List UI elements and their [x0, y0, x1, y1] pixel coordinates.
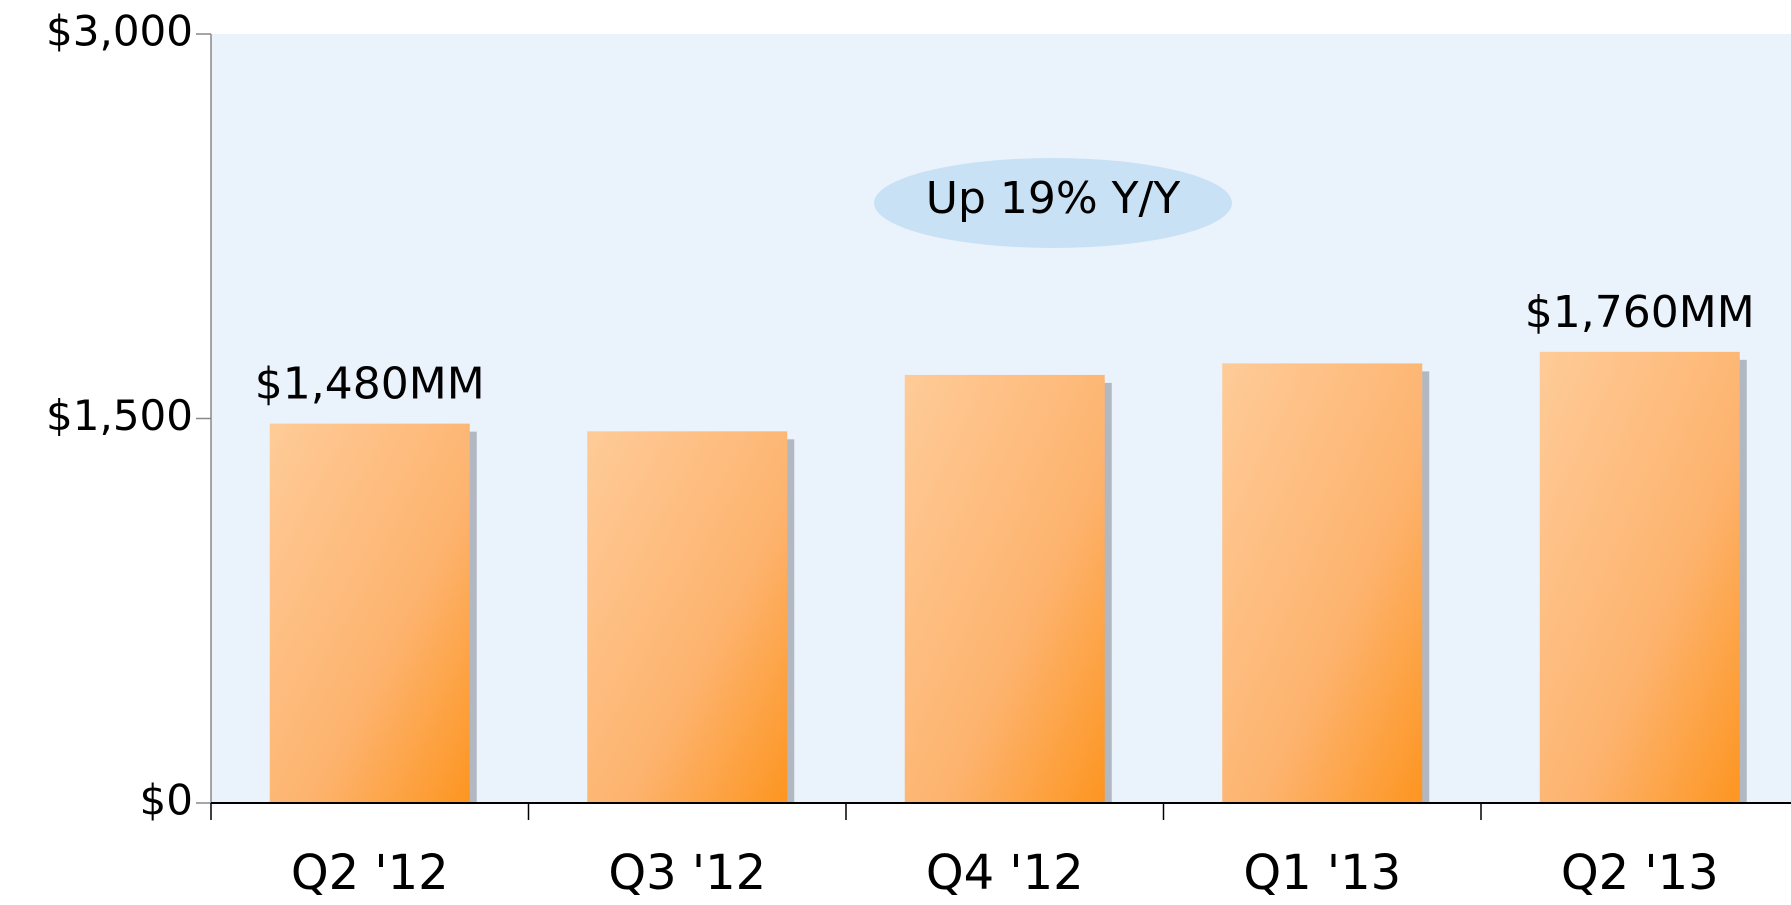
bar [269, 423, 470, 803]
x-tick-label: Q4 '12 [926, 845, 1084, 901]
data-label: $1,760MM [1525, 287, 1755, 338]
bar [587, 431, 788, 803]
bar [904, 374, 1105, 803]
bar [1539, 351, 1740, 803]
x-tick-label: Q2 '13 [1561, 845, 1719, 901]
y-tick-label: $3,000 [46, 7, 193, 56]
annotation-bubble [874, 158, 1232, 248]
bar [1222, 363, 1423, 803]
annotation: Up 19% Y/Y [926, 173, 1181, 224]
x-tick-label: Q3 '12 [608, 845, 766, 901]
y-tick-label: $1,500 [46, 391, 193, 440]
y-tick-label: $0 [140, 776, 193, 825]
x-tick-label: Q2 '12 [291, 845, 449, 901]
data-label: $1,480MM [255, 359, 485, 410]
x-tick-label: Q1 '13 [1243, 845, 1401, 901]
